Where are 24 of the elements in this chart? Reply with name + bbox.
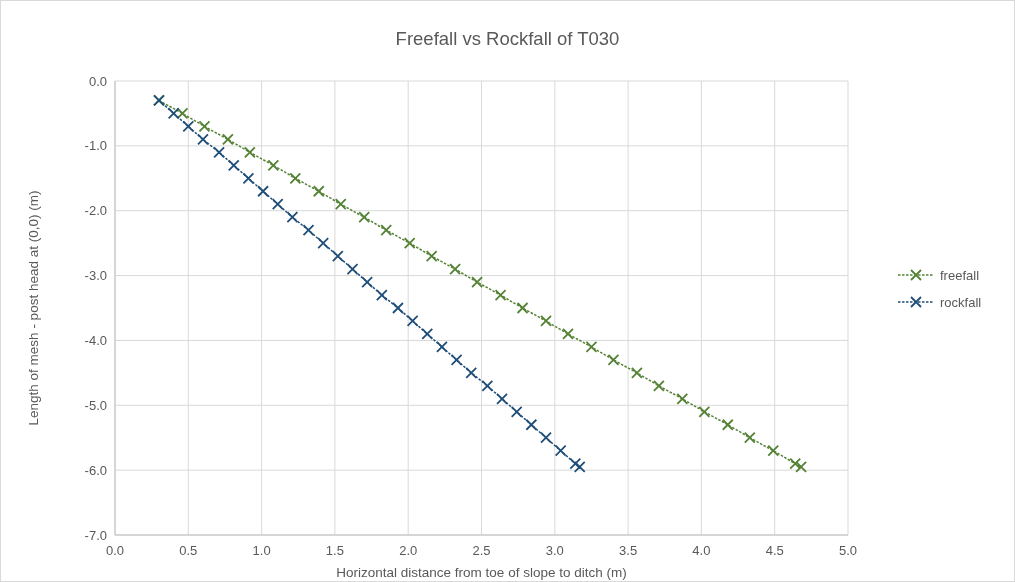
x-tick-label: 2.5 (472, 543, 491, 558)
x-tick-label: 4.0 (692, 543, 711, 558)
y-tick-label: -7.0 (84, 527, 107, 543)
y-tick-label: -6.0 (84, 462, 107, 478)
x-tick-label: 1.0 (252, 543, 271, 558)
x-axis-title: Horizontal distance from toe of slope to ditch (m) (336, 565, 627, 580)
y-tick-label: -4.0 (84, 332, 107, 348)
x-tick-label: 4.5 (765, 543, 784, 558)
x-tick-label: 1.5 (325, 543, 344, 558)
x-tick-label: 2.0 (399, 543, 418, 558)
y-tick-label: -2.0 (84, 203, 107, 219)
x-tick-label: 3.0 (545, 543, 564, 558)
y-tick-label: 0.0 (88, 73, 107, 89)
y-axis-title: Length of mesh - post head at (0,0) (m) (26, 190, 41, 426)
legend-label: freefall (940, 267, 980, 283)
y-tick-label: -1.0 (84, 138, 107, 154)
y-tick-label: -5.0 (84, 397, 107, 413)
x-tick-label: 0.0 (105, 543, 125, 558)
chart-title: Freefall vs Rockfall of T030 (395, 28, 620, 49)
x-tick-label: 0.5 (179, 543, 198, 558)
x-tick-label: 3.5 (619, 543, 638, 558)
x-tick-label: 5.0 (838, 543, 858, 558)
legend-label: rockfall (940, 294, 982, 310)
y-tick-label: -3.0 (84, 268, 107, 284)
